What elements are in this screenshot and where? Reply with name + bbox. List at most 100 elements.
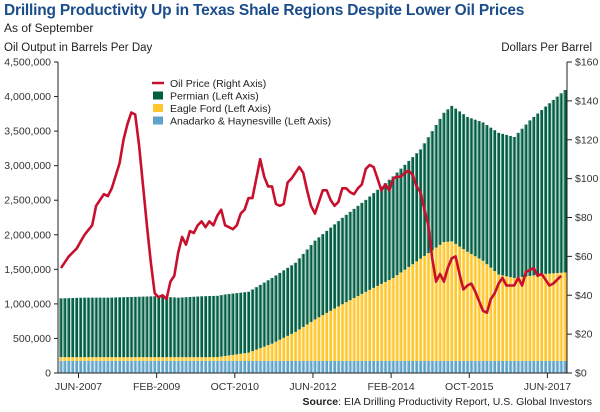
bar-permian-75 bbox=[352, 208, 356, 299]
bar-anadarko-44 bbox=[231, 360, 235, 373]
bar-eagle-124 bbox=[543, 273, 547, 361]
bar-eagle-44 bbox=[231, 354, 235, 361]
bar-anadarko-94 bbox=[426, 360, 430, 373]
bar-highlight bbox=[395, 275, 397, 361]
bar-highlight bbox=[473, 256, 475, 361]
bar-permian-40 bbox=[215, 295, 219, 358]
bar-anadarko-6 bbox=[82, 360, 86, 373]
bar-anadarko-102 bbox=[457, 360, 461, 373]
bar-eagle-112 bbox=[497, 274, 501, 361]
bar-highlight bbox=[82, 297, 84, 358]
bar-permian-86 bbox=[395, 172, 399, 276]
bar-permian-115 bbox=[508, 135, 512, 278]
left-tick-label: 4,000,000 bbox=[4, 91, 51, 103]
bar-anadarko-25 bbox=[157, 360, 161, 373]
bar-permian-112 bbox=[497, 132, 501, 275]
bar-anadarko-12 bbox=[106, 360, 110, 373]
bar-eagle-121 bbox=[532, 275, 536, 361]
bar-anadarko-72 bbox=[340, 360, 344, 373]
bar-highlight bbox=[473, 119, 475, 257]
bar-highlight bbox=[239, 360, 241, 373]
bar-highlight bbox=[180, 360, 182, 373]
bar-eagle-29 bbox=[172, 357, 176, 361]
bar-highlight bbox=[82, 360, 84, 373]
bar-highlight bbox=[536, 360, 538, 373]
x-tick-label: FEB-2014 bbox=[367, 381, 414, 393]
bar-eagle-113 bbox=[500, 275, 504, 361]
bar-permian-100 bbox=[450, 105, 454, 242]
bar-eagle-115 bbox=[508, 277, 512, 361]
bar-permian-68 bbox=[325, 230, 329, 313]
bar-highlight bbox=[188, 357, 190, 361]
bar-highlight bbox=[71, 298, 73, 358]
bar-highlight bbox=[391, 277, 393, 361]
bar-highlight bbox=[407, 266, 409, 361]
bar-highlight bbox=[469, 118, 471, 254]
bar-eagle-97 bbox=[438, 244, 442, 361]
bar-highlight bbox=[407, 360, 409, 373]
bar-highlight bbox=[352, 208, 354, 299]
bar-highlight bbox=[137, 360, 139, 373]
bar-highlight bbox=[203, 296, 206, 358]
bar-highlight bbox=[254, 349, 256, 361]
bar-permian-19 bbox=[133, 296, 137, 358]
bar-eagle-12 bbox=[106, 357, 110, 361]
bar-anadarko-5 bbox=[78, 360, 82, 373]
bar-highlight bbox=[117, 297, 120, 358]
bar-highlight bbox=[391, 360, 393, 373]
bar-permian-113 bbox=[500, 133, 504, 276]
bar-anadarko-62 bbox=[301, 360, 305, 373]
bar-eagle-32 bbox=[184, 357, 188, 361]
bar-permian-17 bbox=[125, 297, 129, 358]
bar-anadarko-76 bbox=[356, 360, 360, 373]
bar-highlight bbox=[551, 360, 553, 373]
bar-anadarko-55 bbox=[274, 360, 278, 373]
bar-highlight bbox=[211, 295, 213, 358]
bar-permian-117 bbox=[516, 132, 520, 278]
bar-eagle-127 bbox=[555, 272, 559, 361]
bar-highlight bbox=[547, 273, 549, 361]
bar-highlight bbox=[317, 237, 319, 318]
bar-highlight bbox=[407, 160, 409, 267]
bar-eagle-77 bbox=[360, 293, 364, 361]
bar-eagle-62 bbox=[301, 326, 305, 361]
bar-permian-90 bbox=[411, 157, 415, 265]
bar-eagle-25 bbox=[157, 357, 161, 361]
bar-highlight bbox=[282, 270, 284, 338]
bar-highlight bbox=[368, 360, 370, 373]
bar-highlight bbox=[497, 132, 499, 275]
bar-highlight bbox=[524, 360, 526, 373]
bar-eagle-61 bbox=[297, 329, 301, 361]
bar-highlight bbox=[176, 357, 178, 361]
x-tick-label: OCT-2015 bbox=[445, 381, 494, 393]
bar-highlight bbox=[422, 360, 424, 373]
bar-highlight bbox=[321, 360, 323, 373]
bar-anadarko-105 bbox=[469, 360, 473, 373]
bar-anadarko-66 bbox=[317, 360, 321, 373]
bar-permian-33 bbox=[188, 296, 192, 358]
bar-anadarko-80 bbox=[371, 360, 376, 373]
bar-permian-72 bbox=[340, 217, 344, 305]
bar-eagle-82 bbox=[379, 283, 383, 361]
bar-highlight bbox=[293, 360, 295, 373]
bar-anadarko-97 bbox=[438, 360, 442, 373]
bar-highlight bbox=[149, 296, 151, 358]
bar-highlight bbox=[78, 360, 80, 373]
bar-highlight bbox=[235, 360, 237, 373]
bar-highlight bbox=[524, 276, 526, 361]
bar-highlight bbox=[153, 357, 155, 361]
bar-eagle-102 bbox=[457, 246, 461, 361]
bar-highlight bbox=[164, 296, 166, 358]
bar-highlight bbox=[207, 357, 209, 361]
bar-highlight bbox=[129, 296, 131, 358]
source-text: : EIA Drilling Productivity Report, U.S.… bbox=[338, 396, 592, 408]
bar-anadarko-21 bbox=[141, 360, 145, 373]
bar-highlight bbox=[125, 297, 127, 358]
bar-highlight bbox=[301, 360, 303, 373]
bar-highlight bbox=[387, 360, 389, 373]
bar-highlight bbox=[180, 297, 182, 358]
bar-highlight bbox=[477, 258, 479, 361]
bar-anadarko-96 bbox=[434, 360, 438, 373]
bar-highlight bbox=[508, 277, 510, 361]
bar-highlight bbox=[102, 297, 104, 358]
